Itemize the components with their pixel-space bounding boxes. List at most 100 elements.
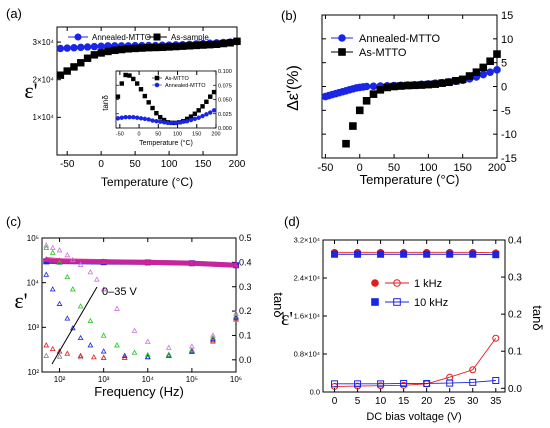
series-6	[43, 242, 239, 350]
data-point	[446, 250, 454, 258]
data-point	[199, 41, 207, 49]
y-axis-label: ε'	[281, 308, 293, 330]
x-axis-label: Temperature (°C)	[360, 172, 460, 187]
x-tick-label: 0	[357, 162, 363, 174]
data-point	[383, 83, 391, 92]
legend-label: As-sample	[171, 33, 209, 42]
inset-data-point	[188, 114, 194, 119]
data-point	[93, 276, 100, 282]
data-point	[100, 348, 107, 354]
y-axis-label: Δε'(%)	[285, 65, 302, 111]
data-point	[349, 122, 357, 130]
data-point	[131, 349, 138, 355]
data-point	[90, 51, 99, 59]
data-point	[206, 40, 214, 49]
inset-legend-marker	[154, 75, 160, 81]
x-tick-label: 200	[229, 159, 246, 170]
epsilon-curve	[46, 257, 237, 268]
inset-data-point	[142, 93, 148, 99]
inset-data-point	[119, 115, 124, 120]
data-point	[43, 242, 50, 248]
y2-tick-label: 0.5	[239, 233, 252, 243]
data-point	[56, 353, 63, 359]
data-point	[354, 250, 362, 258]
data-point	[90, 42, 99, 51]
data-point	[70, 63, 78, 71]
data-point	[377, 250, 385, 258]
data-point	[376, 86, 385, 94]
data-point	[131, 327, 138, 333]
data-point	[49, 249, 56, 255]
data-point	[56, 300, 63, 306]
data-point	[77, 354, 84, 360]
inset-data-point	[115, 116, 121, 121]
data-point	[469, 250, 477, 258]
inset-data-point	[211, 89, 217, 95]
data-point	[210, 338, 216, 344]
inset-data-point	[192, 116, 198, 122]
y-tick-label: 2.4×10⁴	[294, 274, 320, 283]
data-point	[97, 49, 105, 57]
inset-data-point	[131, 76, 136, 82]
y2-tick-label: 0.1	[508, 347, 522, 358]
legend-label: 1 kHz	[414, 278, 442, 290]
x-tick-label: 150	[192, 132, 201, 138]
data-point	[165, 351, 172, 357]
x-axis-label: DC bias voltage (V)	[366, 411, 461, 423]
data-point	[431, 80, 440, 88]
y2-tick-label: 0.4	[239, 258, 252, 268]
data-point	[64, 315, 71, 321]
inset-data-point	[181, 119, 186, 124]
data-point	[87, 342, 94, 348]
inset-data-point	[165, 120, 171, 126]
x-tick-label: 10²	[54, 375, 66, 384]
plot-frame	[41, 237, 237, 373]
data-point	[144, 258, 151, 265]
data-point	[188, 259, 196, 266]
x-tick-label: 100	[419, 162, 437, 174]
data-point	[400, 379, 408, 387]
data-point	[165, 352, 172, 358]
data-point	[486, 57, 494, 66]
x-tick-label: 10⁶	[230, 375, 242, 384]
data-point	[144, 351, 151, 358]
x-tick-label: 100	[173, 132, 182, 138]
inset-x-label: Temperature (°C)	[139, 139, 193, 147]
data-point	[493, 50, 501, 58]
y-tick-label: 1.6×10⁴	[294, 312, 320, 321]
series-As-sample	[56, 37, 241, 79]
data-point	[458, 75, 467, 84]
y-tick-label: 0.8×10⁴	[294, 350, 320, 359]
data-point	[158, 43, 166, 52]
data-point	[69, 286, 76, 292]
x-tick-label: 35	[490, 396, 502, 407]
series-5	[43, 244, 239, 358]
panel-a: (a) -50 0 50 100 150 200 1×10⁴ 2×10⁴ 3×10⁴ Tempera…	[6, 6, 246, 189]
series-4	[43, 271, 239, 360]
inset-data-point	[115, 94, 121, 99]
y2-tick-label: 0.1	[239, 331, 252, 341]
data-point	[165, 43, 173, 51]
data-point	[189, 347, 195, 353]
data-point	[493, 66, 501, 74]
data-point	[87, 269, 94, 275]
legend-label: Annealed-MTTO	[359, 33, 441, 45]
inset-data-point	[146, 117, 151, 122]
data-point	[192, 41, 200, 50]
data-point	[417, 81, 426, 89]
data-point	[423, 379, 431, 387]
data-point	[178, 42, 187, 50]
y-tick-label: 10⁴	[27, 278, 40, 287]
inset-data-point	[158, 114, 163, 120]
inset-data-point	[196, 108, 201, 113]
data-point	[100, 354, 107, 360]
data-point	[219, 39, 228, 48]
y2-tick-label: 0.0	[508, 384, 522, 395]
data-point	[90, 354, 97, 360]
data-point	[469, 378, 477, 386]
inset-data-point	[200, 104, 205, 109]
data-point	[138, 44, 146, 52]
data-point	[124, 45, 133, 53]
x-tick-label: 50	[388, 162, 400, 174]
